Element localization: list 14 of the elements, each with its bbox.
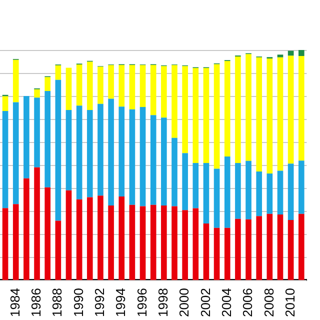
x-tick-label: 1990 <box>70 288 86 317</box>
x-tick-label: 1988 <box>50 288 65 317</box>
x-tick-label: 2002 <box>198 288 213 317</box>
x-tick-label: 1992 <box>92 288 108 317</box>
x-tick-label: 1994 <box>113 288 128 317</box>
x-tick-label: 2010 <box>282 288 298 317</box>
x-tick-label: 1986 <box>28 288 44 317</box>
x-tick-label: 1998 <box>155 288 170 317</box>
x-tick-label: 2006 <box>240 288 256 317</box>
x-tick-label: 2000 <box>176 288 192 317</box>
x-tick-label: 1984 <box>7 288 22 317</box>
x-tick-label: 2004 <box>218 288 234 317</box>
x-tick-label: 2008 <box>261 288 276 317</box>
x-tick-label: 1996 <box>134 288 150 317</box>
